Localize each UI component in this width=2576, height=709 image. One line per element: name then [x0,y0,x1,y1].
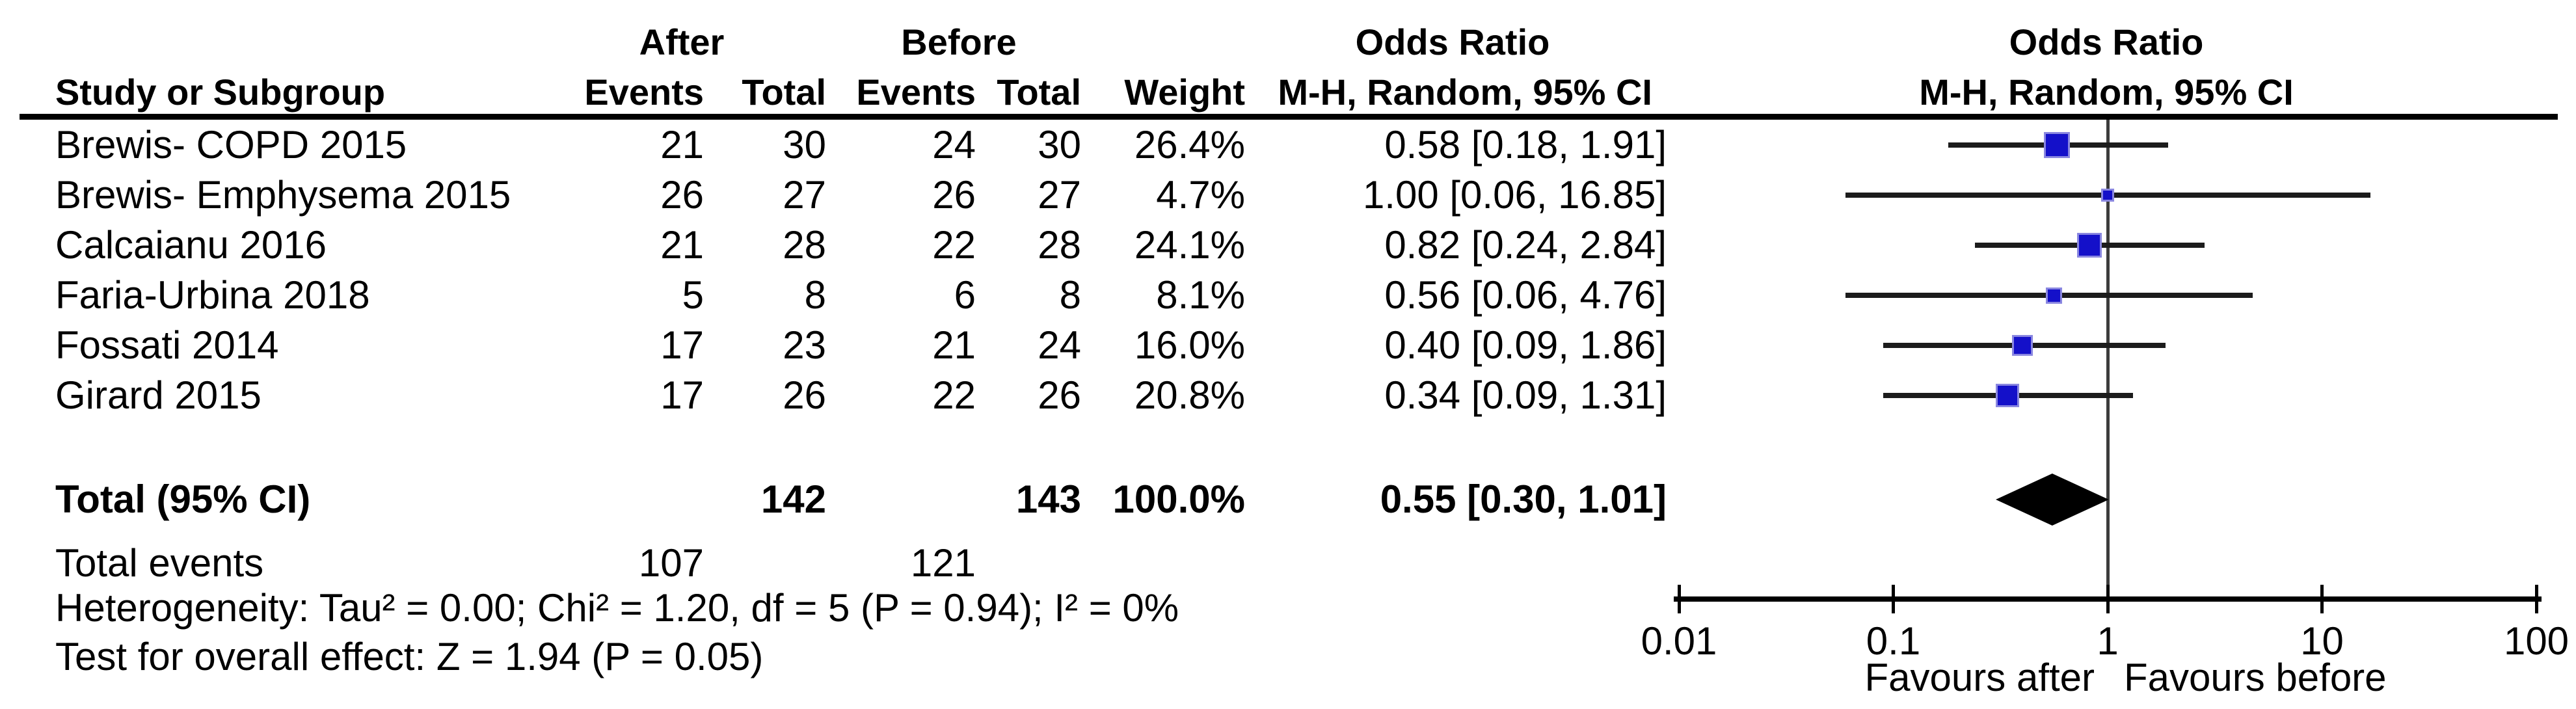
total-events-after: 107 [638,541,704,585]
before-total: 26 [1038,373,1081,417]
x-axis-tick [1677,585,1681,613]
after-events: 21 [660,123,704,167]
x-axis-tick [2320,585,2324,613]
effect-marker [2045,287,2062,304]
overall-effect-text: Test for overall effect: Z = 1.94 (P = 0… [55,635,764,678]
x-axis-tick-label: 0.1 [1866,619,1921,663]
weight-value: 4.7% [1156,173,1245,217]
total-before-total: 143 [1015,477,1081,521]
favours-left-label: Favours after [1864,656,2095,699]
study-name: Calcaianu 2016 [55,223,327,267]
study-name: Girard 2015 [55,373,262,417]
x-axis-tick-label: 100 [2503,619,2569,663]
odds-ratio-ci-text: 0.58 [0.18, 1.91] [1384,123,1667,167]
total-row-label: Total (95% CI) [55,477,311,521]
pooled-diamond-shape [1995,474,2109,526]
col-header-after-total: Total [742,72,826,113]
col-header-study: Study or Subgroup [55,72,386,113]
after-total: 27 [783,173,826,217]
before-total: 8 [1059,273,1081,317]
study-name: Brewis- Emphysema 2015 [55,173,511,217]
before-events: 22 [932,373,976,417]
col-header-before-total: Total [997,72,1081,113]
effect-marker [2076,233,2102,258]
after-events: 26 [660,173,704,217]
total-after-total: 142 [760,477,826,521]
effect-marker [2044,132,2071,158]
total-events-label: Total events [55,541,264,585]
total-events-before: 121 [910,541,976,585]
before-events: 26 [932,173,976,217]
x-axis-tick [1892,585,1895,613]
before-total: 27 [1038,173,1081,217]
before-events: 24 [932,123,976,167]
x-axis-tick-label: 10 [2300,619,2344,663]
column-group-after: After [639,21,725,62]
effect-marker [1995,384,2019,407]
weight-value: 8.1% [1156,273,1245,317]
after-events: 17 [660,323,704,367]
x-axis-tick [2106,585,2110,613]
after-total: 8 [804,273,826,317]
study-name: Brewis- COPD 2015 [55,123,407,167]
x-axis-tick-label: 1 [2097,619,2119,663]
before-total: 30 [1038,123,1081,167]
header-rule [20,114,2558,120]
after-total: 28 [783,223,826,267]
before-events: 22 [932,223,976,267]
total-weight: 100.0% [1112,477,1246,521]
favours-right-label: Favours before [2124,656,2387,699]
weight-value: 26.4% [1134,123,1245,167]
after-events: 17 [660,373,704,417]
before-events: 21 [932,323,976,367]
odds-ratio-ci-text: 1.00 [0.06, 16.85] [1362,173,1667,217]
after-total: 30 [783,123,826,167]
odds-ratio-ci-text: 0.34 [0.09, 1.31] [1384,373,1667,417]
total-odds-ratio-ci: 0.55 [0.30, 1.01] [1380,477,1667,521]
weight-value: 16.0% [1134,323,1245,367]
before-total: 24 [1038,323,1081,367]
col-header-mh-ci-plot: M-H, Random, 95% CI [1919,72,2294,113]
effect-marker [2101,189,2114,202]
col-header-mh-ci: M-H, Random, 95% CI [1278,72,1652,113]
odds-ratio-ci-text: 0.40 [0.09, 1.86] [1384,323,1667,367]
before-total: 28 [1038,223,1081,267]
col-header-weight: Weight [1124,72,1245,113]
odds-ratio-ci-text: 0.56 [0.06, 4.76] [1384,273,1667,317]
after-total: 23 [783,323,826,367]
odds-ratio-ci-text: 0.82 [0.24, 2.84] [1384,223,1667,267]
no-effect-line [2106,120,2110,602]
x-axis-tick [2534,585,2538,613]
after-events: 5 [682,273,704,317]
pooled-diamond [1995,474,2109,526]
weight-value: 24.1% [1134,223,1245,267]
effect-marker [2011,335,2033,356]
heterogeneity-text: Heterogeneity: Tau² = 0.00; Chi² = 1.20,… [55,586,1179,630]
after-events: 21 [660,223,704,267]
col-header-after-events: Events [584,72,704,113]
weight-value: 20.8% [1134,373,1245,417]
column-group-before: Before [901,21,1017,62]
study-name: Fossati 2014 [55,323,279,367]
column-group-odds-ratio: Odds Ratio [1355,21,1550,62]
after-total: 26 [783,373,826,417]
column-group-odds-ratio-plot: Odds Ratio [2009,21,2204,62]
before-events: 6 [954,273,976,317]
study-name: Faria-Urbina 2018 [55,273,370,317]
col-header-before-events: Events [856,72,976,113]
x-axis-tick-label: 0.01 [1641,619,1717,663]
